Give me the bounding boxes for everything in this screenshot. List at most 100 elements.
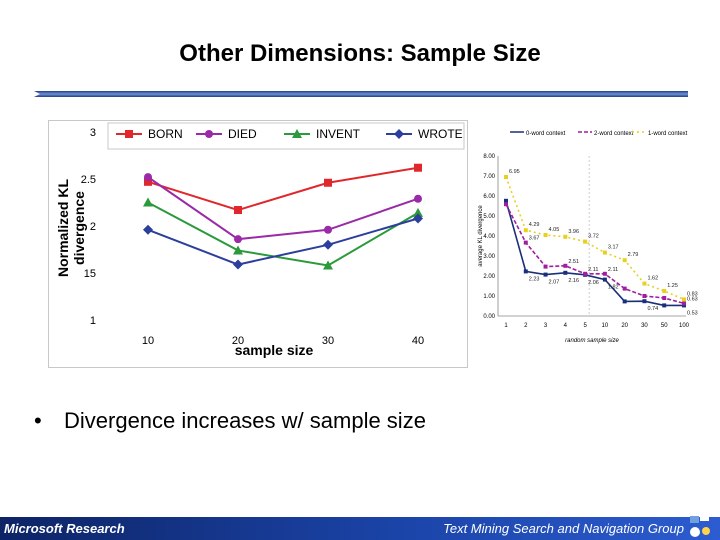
series-line-invent — [147, 201, 419, 267]
side-x-tick-label: 4 — [564, 323, 568, 329]
x-tick-label: 30 — [322, 335, 334, 347]
data-point-wrote — [233, 259, 243, 270]
side-data-point — [583, 271, 588, 276]
series-line-died — [147, 176, 419, 241]
side-x-tick-label: 2 — [524, 323, 528, 329]
side-data-point — [523, 228, 528, 233]
side-data-point — [642, 294, 647, 298]
x-tick-label: 20 — [232, 335, 244, 347]
side-data-point — [543, 233, 548, 237]
side-series-line — [505, 200, 684, 307]
side-data-point — [504, 175, 508, 179]
footer-brand: Microsoft Research — [4, 521, 125, 536]
side-y-tick-label: 0.00 — [483, 314, 495, 320]
legend-label-wrote: WROTE — [418, 127, 463, 141]
side-data-label: 1.62 — [647, 276, 658, 282]
side-x-tick-label: 3 — [544, 323, 548, 329]
title-divider-tip — [34, 91, 40, 97]
side-data-label: 1.82 — [608, 285, 619, 291]
side-y-tick-label: 5.00 — [483, 214, 495, 220]
data-point-invent — [233, 245, 243, 255]
side-data-point — [602, 250, 607, 255]
side-data-label: 2.51 — [568, 259, 579, 265]
side-data-point — [563, 234, 568, 239]
legend-marker-invent — [292, 129, 302, 138]
side-data-point — [563, 263, 568, 268]
side-data-label: 1.25 — [667, 283, 678, 289]
bullet-marker: • — [34, 408, 42, 433]
side-data-label: 4.29 — [529, 222, 540, 228]
side-data-point — [583, 239, 588, 244]
main-chart-frame — [48, 120, 468, 368]
legend-label-born: BORN — [148, 127, 183, 141]
data-point-died — [414, 194, 422, 203]
slide-title: Other Dimensions: Sample Size — [179, 40, 541, 67]
side-data-label: 2.23 — [529, 276, 540, 282]
x-tick-label: 40 — [412, 335, 424, 347]
side-x-tick-label: 1 — [504, 323, 508, 329]
side-legend-label: 2-word context — [594, 131, 634, 137]
side-data-label: 4.05 — [549, 227, 560, 233]
side-data-label: 2.79 — [628, 252, 639, 258]
footer-brand-suffix: Research — [66, 521, 125, 536]
side-x-tick-label: 100 — [679, 323, 690, 329]
side-y-tick-label: 1.00 — [483, 294, 495, 300]
x-tick-label: 10 — [142, 335, 154, 347]
side-data-point — [662, 296, 667, 300]
side-data-point — [504, 202, 508, 207]
data-point-invent — [323, 260, 333, 270]
side-chart: 0-word context 2-word context 1-word conte… — [478, 131, 698, 344]
main-chart: BORN DIED INVENT WROTE 1 15 2 2.5 3 10 20 30 40 sampl… — [55, 122, 465, 358]
side-data-point — [662, 303, 667, 308]
side-data-point — [563, 270, 568, 275]
side-series-line — [505, 176, 685, 301]
legend-box — [107, 122, 465, 150]
group-logo-icon — [690, 516, 710, 537]
side-x-tick-label: 50 — [661, 323, 668, 329]
series-line-born — [147, 166, 419, 212]
data-point-invent — [413, 207, 423, 217]
side-data-label: 0.74 — [647, 306, 658, 312]
side-x-tick-label: 20 — [621, 323, 628, 329]
side-data-label: 0.83 — [687, 291, 698, 297]
footer-brand-name: Microsoft — [4, 521, 63, 536]
side-data-point — [682, 301, 686, 306]
y-tick-label: 2.5 — [81, 174, 96, 186]
side-x-axis-label: random sample size — [565, 338, 619, 344]
side-data-point — [523, 269, 528, 274]
data-point-wrote — [323, 239, 333, 250]
data-point-died — [234, 235, 242, 244]
side-data-label: 3.96 — [568, 229, 579, 235]
side-y-tick-label: 4.00 — [483, 234, 495, 240]
data-point-wrote — [143, 224, 153, 235]
y-axis-label-line2: divergence — [71, 191, 87, 265]
side-y-tick-label: 2.00 — [483, 274, 495, 280]
data-point-died — [324, 225, 332, 234]
side-data-label: 0.63 — [687, 296, 698, 302]
legend-label-invent: INVENT — [316, 127, 361, 141]
side-data-label: 0.53 — [687, 310, 698, 316]
title-divider — [34, 91, 688, 97]
side-data-point — [602, 271, 607, 276]
y-tick-label: 2 — [90, 221, 96, 233]
data-point-invent — [143, 197, 153, 207]
side-y-axis-label: average KL divergence — [478, 205, 484, 267]
side-legend-label: 1-word context — [648, 131, 688, 137]
side-legend-label: 0-word context — [526, 131, 566, 137]
x-axis-label: sample size — [235, 342, 314, 358]
side-data-point — [504, 198, 508, 203]
side-data-label: 3.72 — [588, 234, 599, 240]
y-axis-label-line1: Normalized KL — [55, 179, 71, 277]
side-data-label: 6.95 — [509, 169, 520, 175]
data-point-born — [234, 206, 242, 215]
data-point-wrote — [413, 213, 423, 224]
side-data-label: 2.11 — [588, 267, 598, 273]
side-y-tick-label: 8.00 — [483, 154, 495, 160]
legend-marker-died — [205, 130, 213, 138]
side-data-point — [602, 277, 607, 282]
side-data-label: 2.16 — [568, 278, 579, 284]
side-data-point — [642, 299, 647, 304]
side-data-point — [523, 240, 528, 245]
side-data-point — [622, 299, 627, 304]
footer-group-name: Text Mining Search and Navigation Group — [443, 521, 684, 536]
